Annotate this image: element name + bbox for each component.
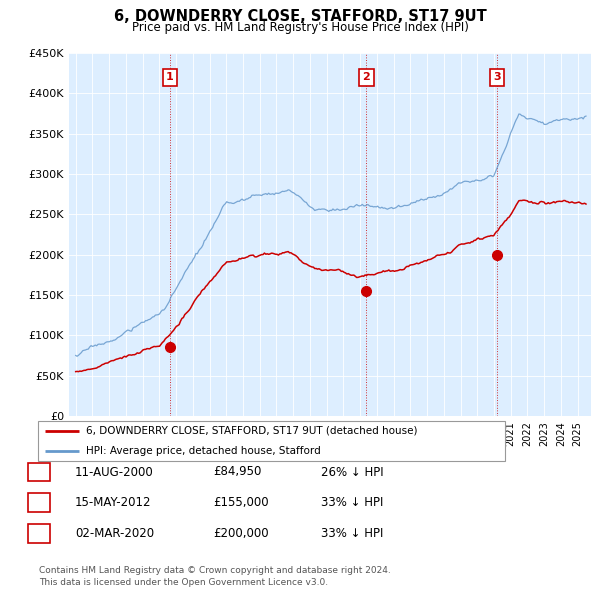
Text: 2: 2 <box>362 73 370 82</box>
Text: 15-MAY-2012: 15-MAY-2012 <box>75 496 151 509</box>
Text: 33% ↓ HPI: 33% ↓ HPI <box>321 527 383 540</box>
Text: 26% ↓ HPI: 26% ↓ HPI <box>321 466 383 478</box>
Text: HPI: Average price, detached house, Stafford: HPI: Average price, detached house, Staf… <box>86 446 320 456</box>
Text: 33% ↓ HPI: 33% ↓ HPI <box>321 496 383 509</box>
Text: 02-MAR-2020: 02-MAR-2020 <box>75 527 154 540</box>
Text: £84,950: £84,950 <box>213 466 262 478</box>
Text: 2: 2 <box>35 496 43 509</box>
Text: 3: 3 <box>493 73 500 82</box>
Text: £200,000: £200,000 <box>213 527 269 540</box>
Text: £155,000: £155,000 <box>213 496 269 509</box>
Text: 6, DOWNDERRY CLOSE, STAFFORD, ST17 9UT: 6, DOWNDERRY CLOSE, STAFFORD, ST17 9UT <box>113 9 487 24</box>
Text: Contains HM Land Registry data © Crown copyright and database right 2024.
This d: Contains HM Land Registry data © Crown c… <box>39 566 391 587</box>
Text: 6, DOWNDERRY CLOSE, STAFFORD, ST17 9UT (detached house): 6, DOWNDERRY CLOSE, STAFFORD, ST17 9UT (… <box>86 426 417 436</box>
Text: 3: 3 <box>35 527 43 540</box>
FancyBboxPatch shape <box>38 421 505 461</box>
Text: 1: 1 <box>166 73 173 82</box>
Text: 11-AUG-2000: 11-AUG-2000 <box>75 466 154 478</box>
Text: 1: 1 <box>35 466 43 478</box>
Text: Price paid vs. HM Land Registry's House Price Index (HPI): Price paid vs. HM Land Registry's House … <box>131 21 469 34</box>
